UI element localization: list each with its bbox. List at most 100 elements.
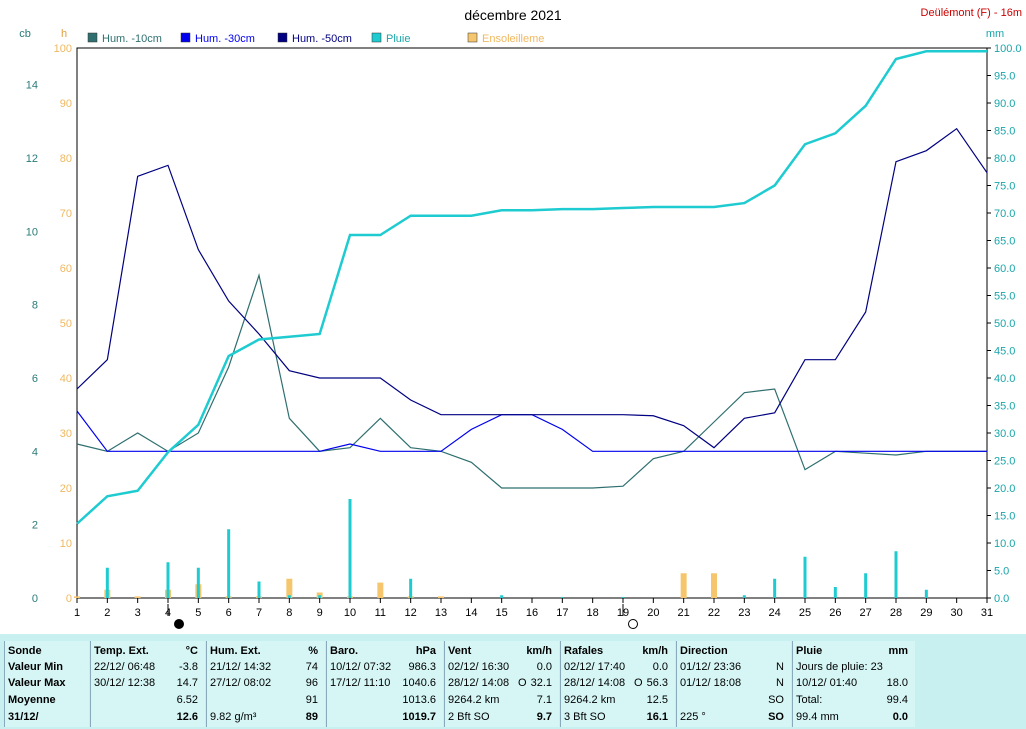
mm-tick-label: 95.0	[994, 71, 1015, 83]
x-tick-label: 2	[104, 607, 110, 619]
direction-row-value: SO	[768, 694, 784, 706]
x-tick-label: 3	[135, 607, 141, 619]
hours-tick-label: 20	[60, 483, 72, 495]
temp-row-value: -3.8	[179, 661, 198, 673]
cb-tick-label: 14	[26, 80, 38, 92]
rain-bar	[894, 551, 898, 598]
rafales-unit: km/h	[642, 645, 668, 657]
full-moon-icon	[174, 619, 184, 629]
rafales-row-label: 28/12/ 14:08	[564, 677, 626, 689]
x-tick-label: 28	[890, 607, 902, 619]
temp-header: Temp. Ext.	[94, 645, 149, 657]
sunshine-bar	[438, 596, 444, 598]
vent-row-value: 32.1	[530, 677, 552, 689]
vent-row-value: 0.0	[536, 661, 552, 673]
mm-tick-label: 75.0	[994, 181, 1015, 193]
rain-bar	[196, 567, 200, 598]
temp-row-label: 22/12/ 06:48	[94, 661, 156, 673]
hours-tick-label: 40	[60, 373, 72, 385]
vent-unit: km/h	[526, 645, 552, 657]
sonde-row-label: Valeur Max	[8, 677, 66, 689]
direction-row-value: N	[776, 677, 784, 689]
pluie-row-label: 99.4 mm	[796, 711, 839, 723]
vent-row-label: 28/12/ 14:08	[448, 677, 510, 689]
column-rafales	[560, 641, 675, 727]
column-pluie	[792, 641, 915, 727]
pluie-row-value: 0.0	[892, 711, 908, 723]
rain-bar	[773, 578, 777, 598]
baro-row-value: 1019.7	[402, 711, 436, 723]
cb-tick-label: 12	[26, 153, 38, 165]
rain-bar	[864, 573, 868, 598]
rain-bar	[833, 587, 837, 598]
rain-bar	[257, 581, 261, 598]
rain-bar	[227, 529, 231, 598]
x-tick-label: 7	[256, 607, 262, 619]
mm-tick-label: 5.0	[994, 566, 1009, 578]
right-unit-label: mm	[986, 28, 1004, 40]
cb-tick-label: 6	[32, 373, 38, 385]
x-tick-label: 22	[708, 607, 720, 619]
mm-tick-label: 60.0	[994, 263, 1015, 275]
cb-tick-label: 10	[26, 226, 38, 238]
baro-unit: hPa	[415, 645, 436, 657]
chart-axes	[76, 47, 988, 599]
chart-title: décembre 2021	[464, 7, 562, 23]
hours-tick-label: 90	[60, 98, 72, 110]
direction-row-value: N	[776, 661, 784, 673]
station-label: Deülémont (F) - 16m	[921, 7, 1022, 19]
legend-swatch	[180, 32, 191, 43]
x-tick-label: 16	[526, 607, 538, 619]
legend-label: Hum. -30cm	[195, 33, 255, 45]
cb-tick-label: 0	[32, 593, 38, 605]
x-tick-label: 30	[951, 607, 963, 619]
column-direction	[676, 641, 791, 727]
rain-bar	[409, 578, 413, 598]
series-line-hum-50cm	[76, 127, 988, 449]
rain-bar	[742, 595, 746, 598]
rain-bar	[924, 589, 928, 598]
mm-tick-label: 40.0	[994, 373, 1015, 385]
vent-row-value: 7.1	[536, 694, 552, 706]
direction-row-label: 225 °	[680, 711, 706, 723]
sunshine-bar	[74, 596, 80, 598]
hours-tick-label: 100	[54, 43, 72, 55]
rain-bar	[803, 556, 807, 598]
legend-label: Pluie	[386, 33, 410, 45]
x-tick-label: 6	[226, 607, 232, 619]
temp-row-value: 14.7	[176, 677, 198, 689]
rafales-row-label: 9264.2 km	[564, 694, 616, 706]
temp-row-value: 12.6	[176, 711, 198, 723]
rain-bar	[287, 595, 291, 598]
rain-bar	[166, 562, 170, 598]
chart-bars	[74, 499, 928, 598]
rafales-row-label: 3 Bft SO	[564, 711, 606, 723]
legend-label: Hum. -10cm	[102, 33, 162, 45]
hours-tick-label: 0	[66, 593, 72, 605]
mm-tick-label: 80.0	[994, 153, 1015, 165]
x-tick-label: 31	[981, 607, 993, 619]
x-tick-label: 1	[74, 607, 80, 619]
rain-bar	[318, 595, 322, 598]
direction-row-label: 01/12/ 23:36	[680, 661, 742, 673]
x-tick-label: 15	[496, 607, 508, 619]
chart-legend: Hum. -10cm Hum. -30cm Hum. -50cm Pluie Ensol…	[87, 32, 544, 45]
pluie-unit: mm	[888, 645, 908, 657]
hum-unit: %	[308, 645, 318, 657]
mm-tick-label: 15.0	[994, 511, 1015, 523]
vent-row-direction: O	[518, 677, 527, 689]
pluie-header: Pluie	[796, 645, 823, 657]
temp-row-value: 6.52	[176, 694, 198, 706]
x-tick-label: 21	[678, 607, 690, 619]
rain-bar	[348, 499, 352, 598]
x-tick-label: 17	[556, 607, 568, 619]
hours-tick-label: 80	[60, 153, 72, 165]
hum-header: Hum. Ext.	[210, 645, 261, 657]
baro-header: Baro.	[330, 645, 359, 657]
baro-row-label: 17/12/ 11:10	[330, 677, 391, 689]
rain-bar	[560, 596, 564, 598]
direction-header: Direction	[680, 645, 728, 657]
rafales-row-direction: O	[634, 677, 643, 689]
vent-row-value: 9.7	[536, 711, 552, 723]
baro-row-value: 986.3	[408, 661, 436, 673]
